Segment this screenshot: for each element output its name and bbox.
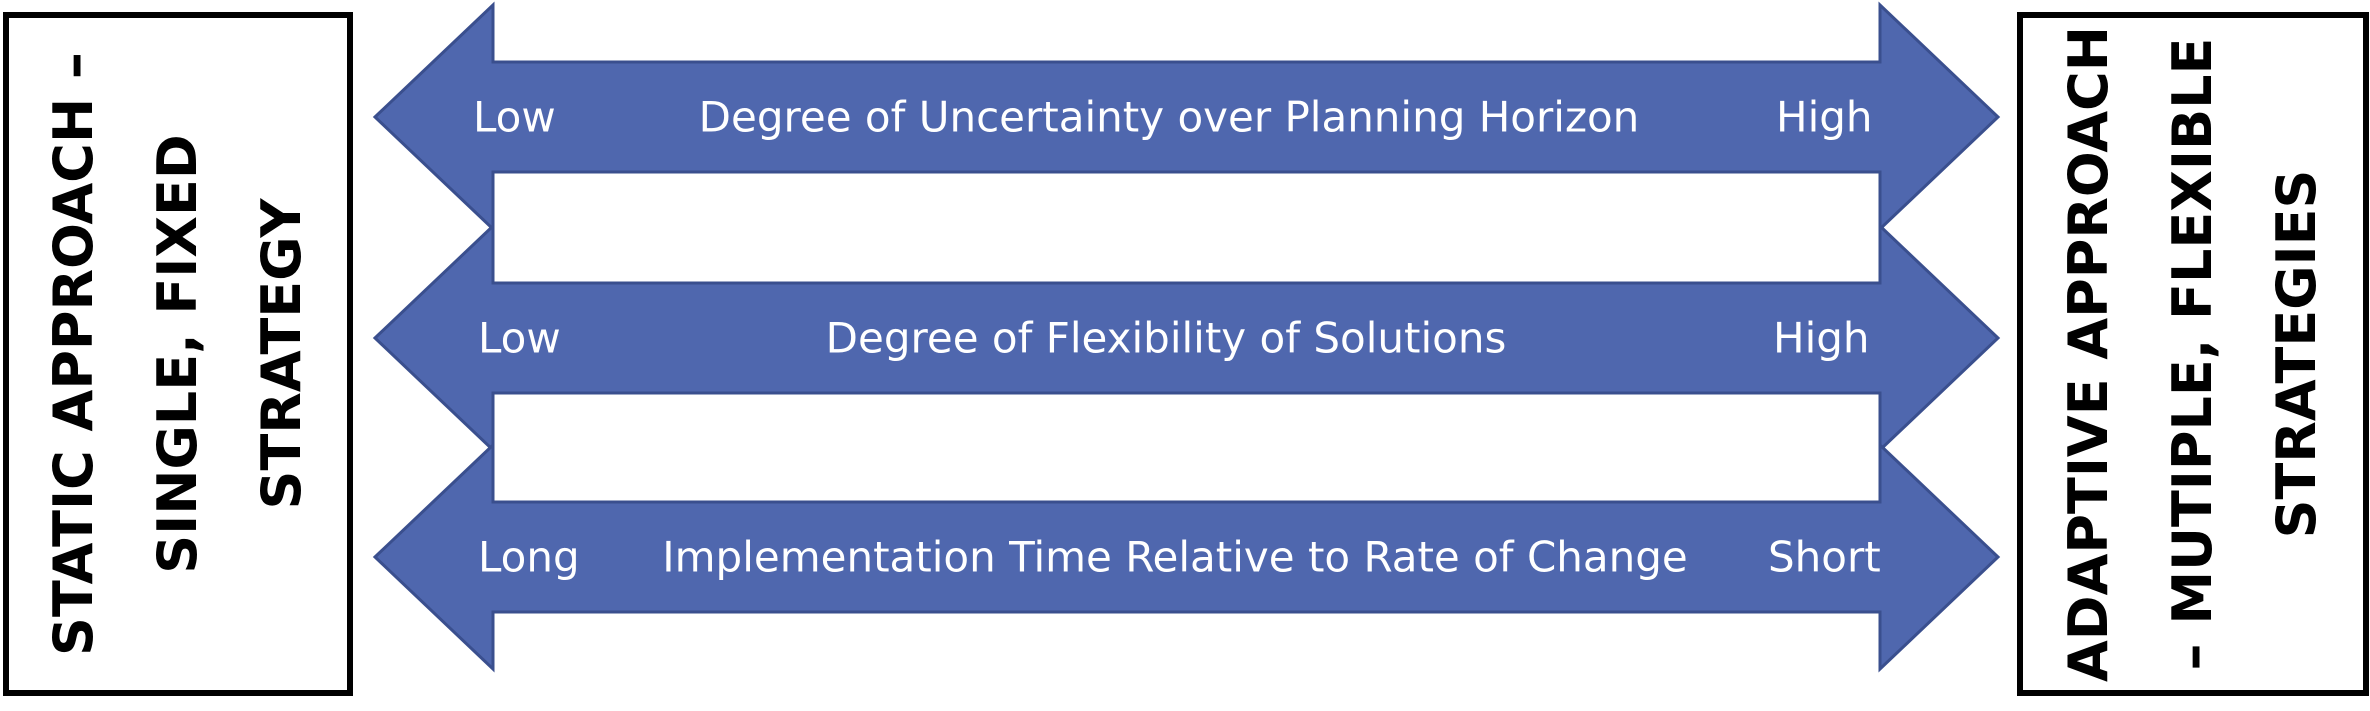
static-approach-box: STATIC APPROACH – SINGLE, FIXED STRATEGY — [3, 12, 353, 696]
implementation-long-label: Long — [478, 533, 580, 582]
flexibility-center-label: Degree of Flexibility of Solutions — [826, 314, 1507, 363]
implementation-time-arrow: Long Implementation Time Relative to Rat… — [372, 441, 2001, 673]
flexibility-arrow-shape — [372, 222, 2001, 454]
uncertainty-arrow-shape — [372, 1, 2001, 233]
flexibility-arrow: Low Degree of Flexibility of Solutions H… — [372, 222, 2001, 454]
implementation-time-arrow-shape — [372, 441, 2001, 673]
uncertainty-center-label: Degree of Uncertainty over Planning Hori… — [699, 93, 1640, 142]
uncertainty-high-label: High — [1776, 93, 1873, 142]
adaptive-approach-box: ADAPTIVE APPROACH – MUTIPLE, FLEXIBLE ST… — [2017, 12, 2369, 696]
flexibility-low-label: Low — [478, 314, 561, 363]
implementation-short-label: Short — [1768, 533, 1881, 582]
uncertainty-low-label: Low — [473, 93, 556, 142]
implementation-center-label: Implementation Time Relative to Rate of … — [662, 533, 1688, 582]
uncertainty-arrow: Low Degree of Uncertainty over Planning … — [372, 1, 2001, 233]
flexibility-high-label: High — [1773, 314, 1870, 363]
